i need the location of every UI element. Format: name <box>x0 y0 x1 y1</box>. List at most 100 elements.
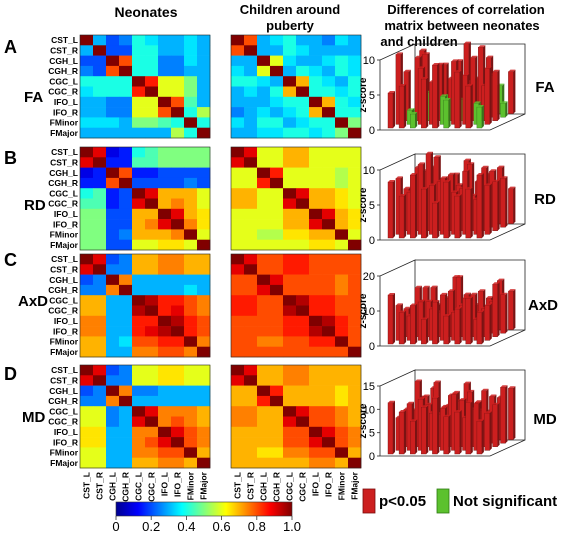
heatmap-cell <box>184 65 198 77</box>
heatmap-cell <box>348 346 362 358</box>
heatmap-cell <box>184 45 198 56</box>
heatmap-cell <box>296 86 310 98</box>
heatmap-cell <box>197 365 211 376</box>
bar3d-panel-rd: 0 5 10 z-score <box>358 151 526 247</box>
panel-letter-c: C <box>4 250 17 270</box>
bar3d-ztick-label: 5 <box>369 90 375 102</box>
heatmap-cell <box>132 326 146 337</box>
bar3d-bar-significant <box>500 176 508 228</box>
heatmap-cell <box>231 447 245 458</box>
heatmap-cell <box>93 177 107 189</box>
heatmap-cell <box>296 229 310 240</box>
heatmap-cell <box>309 284 323 296</box>
heatmap-cell <box>257 188 271 199</box>
bar3d-ztick-label: 0 <box>369 451 375 463</box>
heatmap-cell <box>322 198 336 210</box>
diff-header-line2: matrix between neonates <box>384 18 539 33</box>
heatmap-cell <box>283 375 297 386</box>
heatmap-cell <box>197 219 211 230</box>
heatmap-cell <box>270 426 284 438</box>
heatmap-cell <box>132 274 146 286</box>
bar3d-bar-significant <box>465 400 473 455</box>
heatmap-cell <box>257 208 271 220</box>
heatmap-cell <box>283 208 297 220</box>
heatmap-cell <box>145 375 159 386</box>
heatmap-cell <box>348 107 362 118</box>
heatmap-cell <box>335 96 349 108</box>
heatmap-cell <box>296 35 310 46</box>
bar3d-bar-significant <box>465 84 473 129</box>
heatmap-cell <box>132 219 146 230</box>
heatmap-row-label: CGH_L <box>49 275 78 285</box>
heatmap-cell <box>106 385 120 397</box>
heatmap-cell <box>244 117 258 128</box>
heatmap-cell <box>270 416 284 428</box>
heatmap-row-label: CGC_R <box>48 417 78 427</box>
heatmap-cell <box>257 457 271 469</box>
heatmap-cell <box>296 147 310 158</box>
heatmap-cell <box>296 177 310 189</box>
heatmap-col-label: CST_L <box>233 472 243 499</box>
heatmap-cell <box>119 107 133 118</box>
heatmap-cell <box>335 45 349 56</box>
heatmap-cell <box>244 208 258 220</box>
bar3d-bar-significant <box>443 414 451 455</box>
heatmap-cell <box>106 55 120 67</box>
heatmap-cell <box>231 315 245 327</box>
heatmap-cell <box>93 96 107 108</box>
heatmap-cell <box>119 426 133 438</box>
heatmap-cell <box>322 385 336 397</box>
heatmap-cell <box>145 365 159 376</box>
bar3d-bar-significant <box>500 292 508 334</box>
heatmap-cell <box>119 375 133 386</box>
heatmap-cell <box>244 336 258 347</box>
heatmap-cell <box>106 305 120 317</box>
bar3d-bar-significant <box>465 187 473 239</box>
heatmap-cell <box>145 284 159 296</box>
heatmap-cell <box>80 208 94 220</box>
metric-label-fa: FA <box>24 89 43 106</box>
heatmap-cell <box>145 167 159 179</box>
heatmap-cell <box>231 45 245 56</box>
heatmap-cell <box>244 457 258 469</box>
heatmap-cell <box>197 295 211 306</box>
heatmap-cell <box>348 177 362 189</box>
heatmap-cell <box>257 254 271 265</box>
heatmap-cell <box>322 167 336 179</box>
heatmap-cell <box>158 457 172 469</box>
heatmap-cell <box>93 336 107 347</box>
heatmap-cell <box>309 76 323 87</box>
heatmap-cell <box>171 147 185 158</box>
heatmap-cell <box>283 55 297 67</box>
heatmap-cell <box>132 65 146 77</box>
heatmap-cell <box>322 117 336 128</box>
heatmap-col-label: CGC_R <box>298 472 308 502</box>
heatmap-cell <box>244 239 258 251</box>
heatmap-cell <box>145 157 159 168</box>
heatmap-cell <box>197 426 211 438</box>
heatmap-cell <box>309 305 323 317</box>
heatmap-cell <box>184 35 198 46</box>
heatmap-cell <box>171 295 185 306</box>
heatmap-cell <box>106 127 120 139</box>
heatmap-cell <box>231 167 245 179</box>
heatmap-cell <box>132 295 146 306</box>
heatmap-row-label: CGH_L <box>49 56 78 66</box>
diff-header-line1: Differences of correlation <box>387 2 545 17</box>
heatmap-cell <box>171 315 185 327</box>
heatmap-cell <box>283 365 297 376</box>
heatmap-cell <box>309 177 323 189</box>
heatmap-cell <box>106 416 120 428</box>
heatmap-cell <box>322 35 336 46</box>
heatmap-cell <box>270 457 284 469</box>
heatmap-cell <box>322 426 336 438</box>
heatmap-cell <box>119 274 133 286</box>
heatmap-row-label: CGH_R <box>48 66 78 76</box>
heatmap-cell <box>171 326 185 337</box>
heatmap-cell <box>132 416 146 428</box>
heatmap-cell <box>335 35 349 46</box>
heatmap-cell <box>309 346 323 358</box>
heatmap-cell <box>93 55 107 67</box>
bar3d-ztick-label: 0 <box>369 235 375 247</box>
heatmap-cell <box>257 86 271 98</box>
